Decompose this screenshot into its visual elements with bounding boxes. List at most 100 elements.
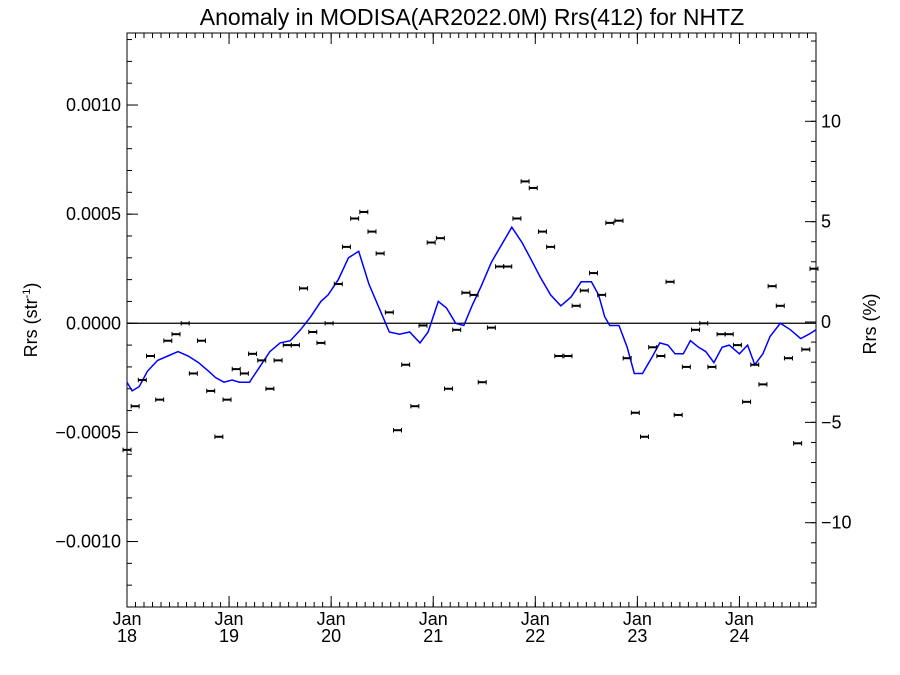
- data-point: [282, 342, 292, 348]
- data-point: [180, 321, 190, 326]
- data-point: [681, 364, 691, 370]
- y-axis-label-text: Rrs (str: [21, 298, 41, 357]
- y-axis-label: Rrs (str-1): [21, 283, 41, 358]
- y-tick-label: −0.0005: [55, 422, 121, 442]
- y2-tick-label: −10: [821, 513, 852, 533]
- data-point: [171, 331, 181, 337]
- data-point: [691, 327, 701, 333]
- data-point: [435, 235, 445, 241]
- x-tick-label-year: 23: [627, 626, 647, 646]
- anomaly-line-series: [126, 225, 817, 392]
- data-point: [554, 353, 564, 359]
- data-point: [188, 371, 198, 376]
- data-point: [410, 403, 420, 409]
- data-point: [299, 286, 309, 291]
- chart-title: Anomaly in MODISA(AR2022.0M) Rrs(412) fo…: [200, 4, 744, 30]
- data-point: [656, 353, 666, 359]
- x-tick-label-month: Jan: [215, 609, 244, 629]
- data-point: [750, 362, 760, 368]
- data-point: [775, 303, 785, 309]
- data-point: [477, 379, 487, 385]
- y-axis-label-superscript: -1: [21, 289, 33, 299]
- data-point: [767, 283, 777, 289]
- x-tick-label-month: Jan: [317, 609, 346, 629]
- y2-tick-label: 10: [821, 111, 841, 131]
- data-point: [248, 351, 258, 357]
- data-point: [614, 218, 624, 223]
- x-tick-label-month: Jan: [725, 609, 754, 629]
- y-tick-label: 0.0005: [66, 204, 121, 224]
- data-point: [401, 362, 411, 368]
- data-point: [163, 338, 173, 343]
- x-tick-label-year: 18: [117, 626, 137, 646]
- data-point: [155, 397, 165, 402]
- data-point: [367, 229, 377, 234]
- data-point: [716, 331, 726, 337]
- x-tick-label-year: 21: [423, 626, 443, 646]
- data-point: [622, 355, 632, 361]
- data-point: [392, 427, 402, 433]
- data-point: [758, 382, 768, 387]
- y2-tick-label: 5: [821, 212, 831, 232]
- data-point: [742, 399, 752, 405]
- data-point: [495, 264, 505, 269]
- data-point: [724, 331, 734, 337]
- data-point: [783, 355, 793, 361]
- data-point: [375, 251, 385, 256]
- data-point: [257, 358, 267, 363]
- x-tick-label-year: 24: [729, 626, 749, 646]
- data-point: [206, 388, 216, 394]
- y2-tick-label: 0: [821, 312, 831, 332]
- data-point: [648, 345, 658, 350]
- data-point: [324, 321, 334, 326]
- x-tick-label-month: Jan: [419, 609, 448, 629]
- data-point: [452, 327, 462, 333]
- data-point: [290, 342, 300, 348]
- data-point: [793, 441, 803, 446]
- data-point: [503, 264, 513, 269]
- y-tick-label: 0.0000: [66, 313, 121, 333]
- data-point: [699, 321, 709, 326]
- data-point: [341, 244, 351, 250]
- data-point: [579, 288, 589, 293]
- x-tick-label-year: 22: [525, 626, 545, 646]
- data-point: [801, 347, 811, 352]
- y-tick-label: 0.0010: [66, 95, 121, 115]
- data-point: [316, 340, 326, 346]
- x-tick-label-year: 20: [321, 626, 341, 646]
- data-point: [359, 209, 369, 215]
- plot-marks: [122, 179, 819, 453]
- x-tick-label-month: Jan: [623, 609, 652, 629]
- data-point: [640, 434, 650, 440]
- data-point: [546, 244, 556, 250]
- plot-frame: [126, 32, 817, 608]
- data-point: [597, 292, 607, 298]
- data-point: [333, 281, 343, 287]
- data-point: [214, 434, 224, 440]
- svg-text:Rrs (str-1): Rrs (str-1): [21, 283, 41, 358]
- y2-axis-label: Rrs (%): [860, 294, 880, 355]
- data-point: [308, 329, 318, 335]
- y-tick-label: −0.0010: [55, 532, 121, 552]
- data-point: [273, 358, 283, 363]
- data-point: [197, 338, 207, 343]
- data-point: [350, 216, 360, 221]
- data-point: [673, 412, 683, 418]
- data-point: [426, 240, 436, 245]
- plot-area: 0.0010 0.0005 0.0000 −0.0005 −0.0010 10 5 0 −5 −1…: [55, 32, 852, 646]
- data-point: [537, 229, 547, 234]
- x-tick-label-year: 19: [219, 626, 239, 646]
- data-point: [130, 403, 140, 409]
- data-point: [563, 353, 573, 359]
- data-point: [520, 179, 530, 184]
- data-point: [605, 220, 615, 226]
- data-point: [732, 342, 742, 348]
- data-point: [707, 364, 717, 370]
- data-point: [231, 366, 241, 372]
- data-point: [137, 377, 147, 383]
- data-point: [665, 279, 675, 285]
- data-point: [222, 397, 232, 402]
- y2-axis-label-text: Rrs (%): [860, 294, 880, 355]
- data-point: [444, 386, 454, 392]
